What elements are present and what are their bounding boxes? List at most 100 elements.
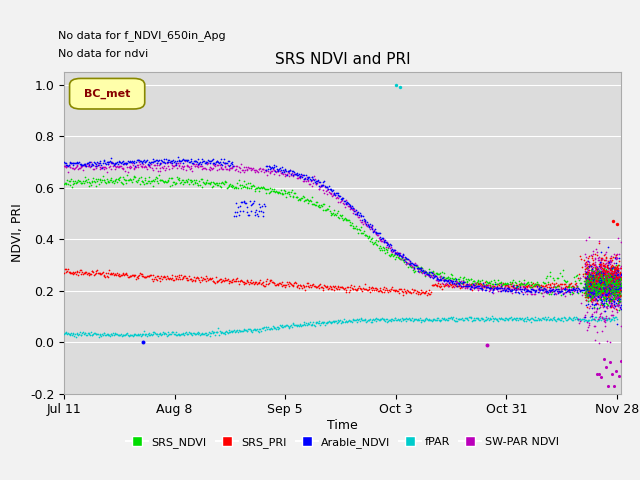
Point (207, 275, 217, 282)
Point (582, 275, 593, 282)
Point (529, 316, 540, 324)
Point (588, 288, 598, 296)
Point (125, 332, 135, 339)
Point (613, 290, 623, 298)
Point (478, 282, 488, 290)
Point (128, 158, 138, 166)
Point (243, 325, 253, 333)
Point (223, 157, 233, 165)
Text: No data for ndvi: No data for ndvi (58, 49, 148, 60)
Point (584, 275, 595, 282)
Point (508, 286, 518, 294)
Point (604, 290, 614, 298)
Point (156, 273, 166, 280)
Point (67, 269, 77, 276)
Point (605, 286, 615, 293)
Point (430, 272, 440, 280)
Point (595, 310, 605, 318)
Point (593, 274, 603, 281)
Point (177, 180, 188, 188)
Point (576, 316, 586, 324)
Point (589, 284, 600, 291)
Point (333, 198, 343, 205)
Point (339, 315, 349, 323)
Point (582, 303, 592, 311)
Point (170, 162, 180, 169)
Point (591, 286, 602, 293)
Point (454, 315, 464, 323)
Point (125, 158, 135, 166)
Point (614, 288, 624, 296)
Point (611, 279, 621, 287)
Point (608, 286, 618, 294)
Point (589, 272, 599, 279)
Point (261, 185, 271, 192)
Point (610, 288, 620, 296)
Point (586, 272, 596, 279)
Point (294, 195, 304, 203)
Point (280, 188, 291, 195)
Point (588, 297, 598, 304)
Point (209, 328, 219, 336)
Point (583, 263, 593, 270)
Point (214, 331, 224, 338)
Point (604, 269, 614, 276)
Point (583, 275, 593, 282)
Point (609, 304, 620, 312)
Point (600, 266, 611, 274)
Point (586, 270, 596, 277)
Point (583, 254, 593, 262)
Point (303, 319, 313, 326)
Point (432, 317, 442, 324)
Point (472, 283, 483, 290)
Point (113, 163, 123, 171)
Point (137, 163, 147, 170)
Point (590, 286, 600, 293)
Point (461, 280, 472, 288)
Point (321, 183, 332, 191)
Point (172, 331, 182, 339)
Point (525, 283, 535, 290)
Point (87, 178, 97, 185)
Point (589, 266, 600, 274)
Point (591, 289, 602, 297)
Point (316, 283, 326, 291)
Point (602, 282, 612, 289)
Point (241, 327, 252, 335)
Point (353, 229, 364, 237)
Point (122, 159, 132, 167)
Point (509, 285, 520, 292)
Point (548, 288, 558, 295)
Point (314, 182, 324, 190)
Point (593, 276, 603, 284)
Point (545, 288, 556, 295)
Point (481, 277, 491, 285)
Point (581, 290, 591, 298)
Point (268, 324, 278, 332)
Point (86, 162, 96, 169)
Point (356, 229, 367, 237)
Point (589, 264, 600, 272)
Point (402, 287, 412, 294)
Point (598, 295, 608, 303)
Point (231, 183, 241, 191)
Point (107, 159, 117, 167)
Point (87, 267, 97, 275)
Point (72, 179, 83, 186)
Point (170, 179, 180, 186)
Point (360, 231, 371, 239)
Point (564, 313, 575, 321)
Point (314, 185, 324, 192)
Point (596, 293, 606, 300)
Point (470, 279, 481, 287)
Point (594, 273, 604, 281)
Point (498, 315, 508, 323)
Point (582, 283, 593, 291)
Point (536, 289, 547, 297)
Point (605, 278, 616, 286)
Point (254, 187, 264, 195)
Point (613, 276, 623, 283)
Point (544, 283, 554, 291)
Point (156, 332, 166, 339)
Point (524, 280, 534, 288)
